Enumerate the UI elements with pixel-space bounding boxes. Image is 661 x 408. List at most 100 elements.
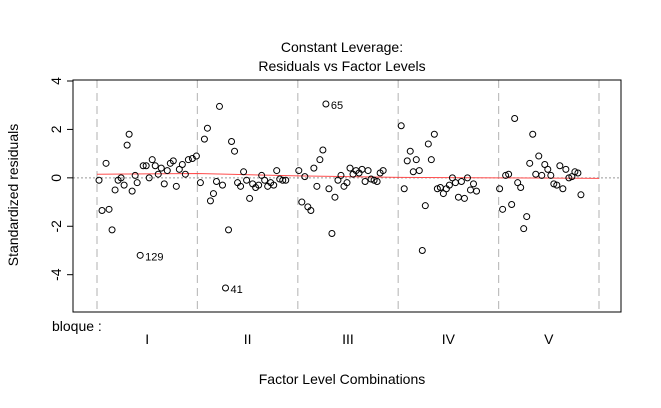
residual-point <box>105 205 113 213</box>
residual-point <box>571 168 579 176</box>
residual-point <box>505 170 513 178</box>
residual-point <box>550 180 558 188</box>
residual-point <box>511 115 519 123</box>
residual-point <box>169 157 177 165</box>
x-group-label: IV <box>442 331 456 347</box>
residual-point <box>370 176 378 184</box>
x-group-label: I <box>145 331 149 347</box>
residual-point <box>258 171 266 179</box>
residual-point <box>108 226 116 234</box>
residual-point <box>556 162 564 170</box>
residual-point <box>400 185 408 193</box>
y-tick-label: 4 <box>48 77 64 85</box>
residual-point <box>322 100 330 108</box>
residual-point <box>209 190 217 198</box>
residual-point <box>133 179 141 187</box>
y-tick-label: 0 <box>48 174 64 182</box>
plot-frame <box>72 79 622 313</box>
residual-point <box>136 251 144 259</box>
residual-point <box>544 165 552 173</box>
residual-point <box>439 190 447 198</box>
residual-point <box>206 197 214 205</box>
residual-point <box>128 187 136 195</box>
residual-point <box>445 181 453 189</box>
residual-point <box>240 168 248 176</box>
x-group-label: V <box>544 331 554 347</box>
residual-point <box>160 180 168 188</box>
residual-point <box>219 181 226 189</box>
residual-point <box>508 200 516 208</box>
residual-point <box>529 130 537 138</box>
residual-point <box>273 167 281 175</box>
residual-point <box>231 147 239 155</box>
residual-point <box>212 177 220 185</box>
residual-point <box>337 171 345 179</box>
residual-point <box>192 152 200 160</box>
residual-point <box>95 176 103 184</box>
residual-point <box>145 174 153 182</box>
residual-point <box>415 167 423 175</box>
residual-point <box>463 174 471 182</box>
residual-point <box>154 170 162 178</box>
residual-point <box>225 226 233 234</box>
x-axis-group-labels: I II III IV V <box>145 331 554 347</box>
residual-point <box>313 182 321 190</box>
y-axis-label: Standardized residuals <box>5 124 21 266</box>
residual-point <box>298 198 306 206</box>
residual-point <box>559 185 567 193</box>
residual-point <box>142 162 150 170</box>
residual-point <box>120 181 128 189</box>
y-tick-label: -2 <box>48 220 64 233</box>
residual-point <box>473 187 481 195</box>
residual-point <box>125 130 133 138</box>
residual-point <box>499 205 507 213</box>
residual-point <box>346 164 354 172</box>
residual-point <box>562 165 570 173</box>
residual-point <box>496 185 504 193</box>
residual-point <box>364 167 372 175</box>
residual-point <box>178 161 186 169</box>
residual-point <box>316 156 324 164</box>
residual-point <box>460 194 468 202</box>
residual-point <box>427 156 435 164</box>
residual-point <box>424 140 432 148</box>
residual-point <box>568 173 576 181</box>
residual-point <box>117 174 125 182</box>
residual-point <box>523 213 531 221</box>
residual-point <box>228 138 236 146</box>
chart-subtitle: Residuals vs Factor Levels <box>258 58 425 74</box>
residual-point <box>139 162 147 170</box>
residual-point <box>535 152 543 160</box>
residual-point <box>203 124 211 132</box>
chart-title: Constant Leverage: <box>281 39 403 55</box>
residual-point <box>418 246 426 254</box>
residual-point <box>334 176 342 184</box>
residual-point <box>301 173 309 181</box>
residual-point <box>310 164 318 172</box>
residual-point <box>319 146 327 154</box>
residual-point <box>343 179 351 187</box>
residual-point <box>470 180 477 188</box>
residual-point <box>331 193 339 201</box>
residual-point <box>406 147 414 155</box>
residual-point <box>111 186 119 194</box>
residual-point <box>547 171 555 179</box>
residual-point <box>181 170 189 178</box>
residual-point <box>421 202 429 210</box>
residual-point <box>279 176 287 184</box>
residual-point <box>553 181 561 189</box>
point-annotations: 129 41 65 <box>145 100 343 296</box>
residual-point <box>577 191 585 199</box>
point-annotation-label: 129 <box>145 251 163 263</box>
y-tick-label: -4 <box>48 268 64 281</box>
residual-point <box>430 130 438 138</box>
residual-point <box>565 174 573 182</box>
smoothed-trend-line <box>96 172 600 179</box>
residual-point <box>246 194 254 202</box>
residual-point <box>373 177 381 185</box>
residual-point <box>172 182 180 190</box>
residual-point <box>261 176 269 184</box>
factor-name-label: bloque : <box>52 318 102 334</box>
